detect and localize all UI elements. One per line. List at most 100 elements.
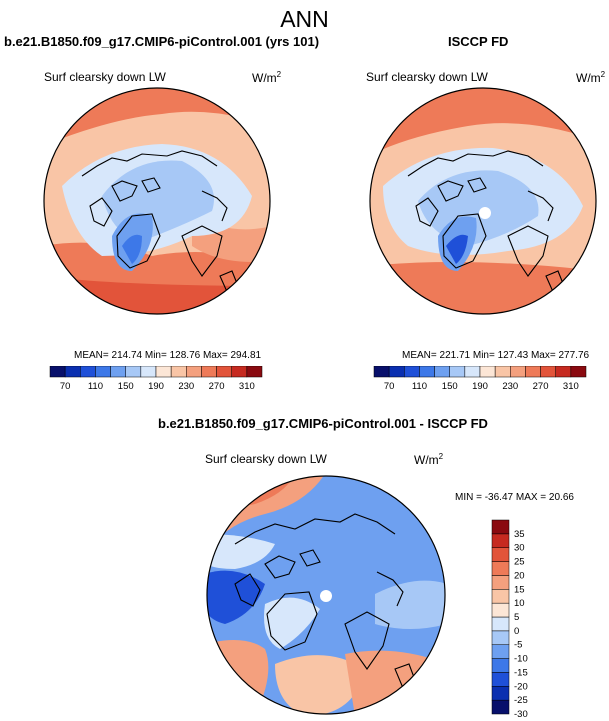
colorbar-swatch (491, 519, 510, 535)
colorbar-swatch (491, 589, 510, 604)
colorbar-right: 70110150190230270310350 (373, 366, 587, 392)
field-greenland-core (122, 234, 142, 264)
colorbar-swatch (404, 366, 420, 378)
colorbar-swatch (140, 366, 157, 378)
units-text: W/m (414, 453, 439, 467)
colorbar-label: 150 (442, 381, 458, 392)
colorbar-label: 270 (209, 381, 225, 392)
colorbar-swatch (491, 658, 510, 673)
panel-right-stats: MEAN= 221.71 Min= 127.43 Max= 277.76 (402, 350, 590, 361)
diff-variable: Surf clearsky down LW (205, 452, 327, 466)
field-greenland-neutral (264, 597, 320, 649)
colorbar-swatch (464, 366, 481, 378)
colorbar-label: 30 (514, 543, 525, 554)
field-positive-southwest (207, 640, 269, 714)
diff-title: b.e21.B1850.f09_g17.CMIP6-piControl.001 … (158, 416, 488, 431)
field-positive-southeast (345, 650, 445, 714)
colorbar-swatch (491, 630, 510, 645)
colorbar-swatch (540, 366, 556, 378)
colorbar-label: 110 (88, 381, 103, 392)
colorbar-swatch (110, 366, 126, 378)
colorbar-swatch (95, 366, 111, 378)
colorbar-swatch (570, 366, 587, 378)
colorbar-label: 20 (514, 570, 525, 581)
colorbar-label: -25 (514, 695, 528, 706)
colorbar-label: 5 (514, 612, 519, 623)
colorbar-swatch (201, 366, 217, 378)
field-greenland-core (446, 234, 468, 264)
field-strong-west (207, 570, 265, 624)
colorbar-swatch (555, 366, 572, 378)
map-boundary (43, 87, 271, 315)
main-title: ANN (280, 6, 329, 32)
units-exponent: 2 (276, 70, 282, 79)
pole-hole (320, 590, 332, 602)
colorbar-label: 25 (514, 557, 525, 568)
units-exponent: 2 (600, 70, 606, 79)
pole-hole (479, 207, 491, 219)
panel-right-variable: Surf clearsky down LW (366, 70, 488, 84)
colorbar-swatch (419, 366, 435, 378)
colorbar-swatch (491, 699, 510, 715)
colorbar-swatch (491, 561, 510, 576)
colorbar-label: -20 (514, 681, 528, 692)
colorbar-label: 0 (514, 626, 519, 637)
colorbar-label: 230 (502, 381, 518, 392)
panel-right-title: ISCCP FD (448, 34, 509, 49)
colorbar-label: 70 (60, 381, 71, 392)
panel-left-units: W/m2 (252, 70, 281, 85)
field-weak-east (375, 580, 445, 629)
colorbar-swatch (491, 575, 510, 590)
map-model-polar (43, 87, 271, 315)
colorbar-label: 10 (514, 598, 525, 609)
diff-stats: MIN = -36.47 MAX = 20.66 (455, 492, 574, 503)
colorbar-label: 70 (384, 381, 395, 392)
colorbar-swatch (491, 672, 510, 687)
colorbar-label: 230 (178, 381, 194, 392)
colorbar-swatch (491, 602, 510, 618)
coastlines (407, 150, 565, 295)
colorbar-swatch (494, 366, 511, 378)
colorbar-label: -30 (514, 709, 528, 718)
map-difference-polar (206, 475, 446, 715)
units-text: W/m (252, 71, 277, 85)
units-text: W/m (576, 71, 601, 85)
colorbar-swatch (170, 366, 187, 378)
colorbar-swatch (491, 547, 510, 562)
colorbar-label: 110 (412, 381, 427, 392)
coastlines (81, 150, 239, 295)
field-positive-southwest-core (207, 673, 245, 714)
colorbar-swatch (434, 366, 450, 378)
colorbar-swatch (64, 366, 81, 378)
colorbar-swatch (125, 366, 142, 378)
colorbar-swatch (80, 366, 96, 378)
colorbar-swatch (231, 366, 248, 378)
colorbar-label: 35 (514, 529, 525, 540)
colorbar-swatch (49, 366, 66, 378)
field-warm-south (370, 262, 596, 314)
colorbar-swatch (449, 366, 466, 378)
colorbar-swatch (491, 533, 510, 548)
colorbar-swatch (155, 366, 172, 378)
colorbar-swatch (246, 366, 263, 378)
colorbar-swatch (479, 366, 496, 378)
colorbar-swatch (388, 366, 405, 378)
colorbar-label: -5 (514, 640, 522, 651)
map-observations-polar (369, 87, 597, 315)
map-boundary (369, 87, 597, 315)
field-neutral-west (207, 534, 275, 569)
colorbar-swatch (491, 686, 510, 701)
colorbar-swatch (491, 644, 510, 659)
panel-right-units: W/m2 (576, 70, 605, 85)
colorbar-swatch (491, 616, 510, 632)
colorbar-swatch (373, 366, 390, 378)
panel-left-title: b.e21.B1850.f09_g17.CMIP6-piControl.001 … (4, 34, 320, 49)
colorbar-label: 190 (148, 381, 164, 392)
field-positive-south (275, 655, 365, 714)
panel-left-stats: MEAN= 214.74 Min= 128.76 Max= 294.81 (74, 350, 262, 361)
coastlines (234, 513, 416, 689)
units-exponent: 2 (438, 452, 444, 461)
colorbar-label: 150 (118, 381, 134, 392)
diff-units: W/m2 (414, 452, 443, 467)
